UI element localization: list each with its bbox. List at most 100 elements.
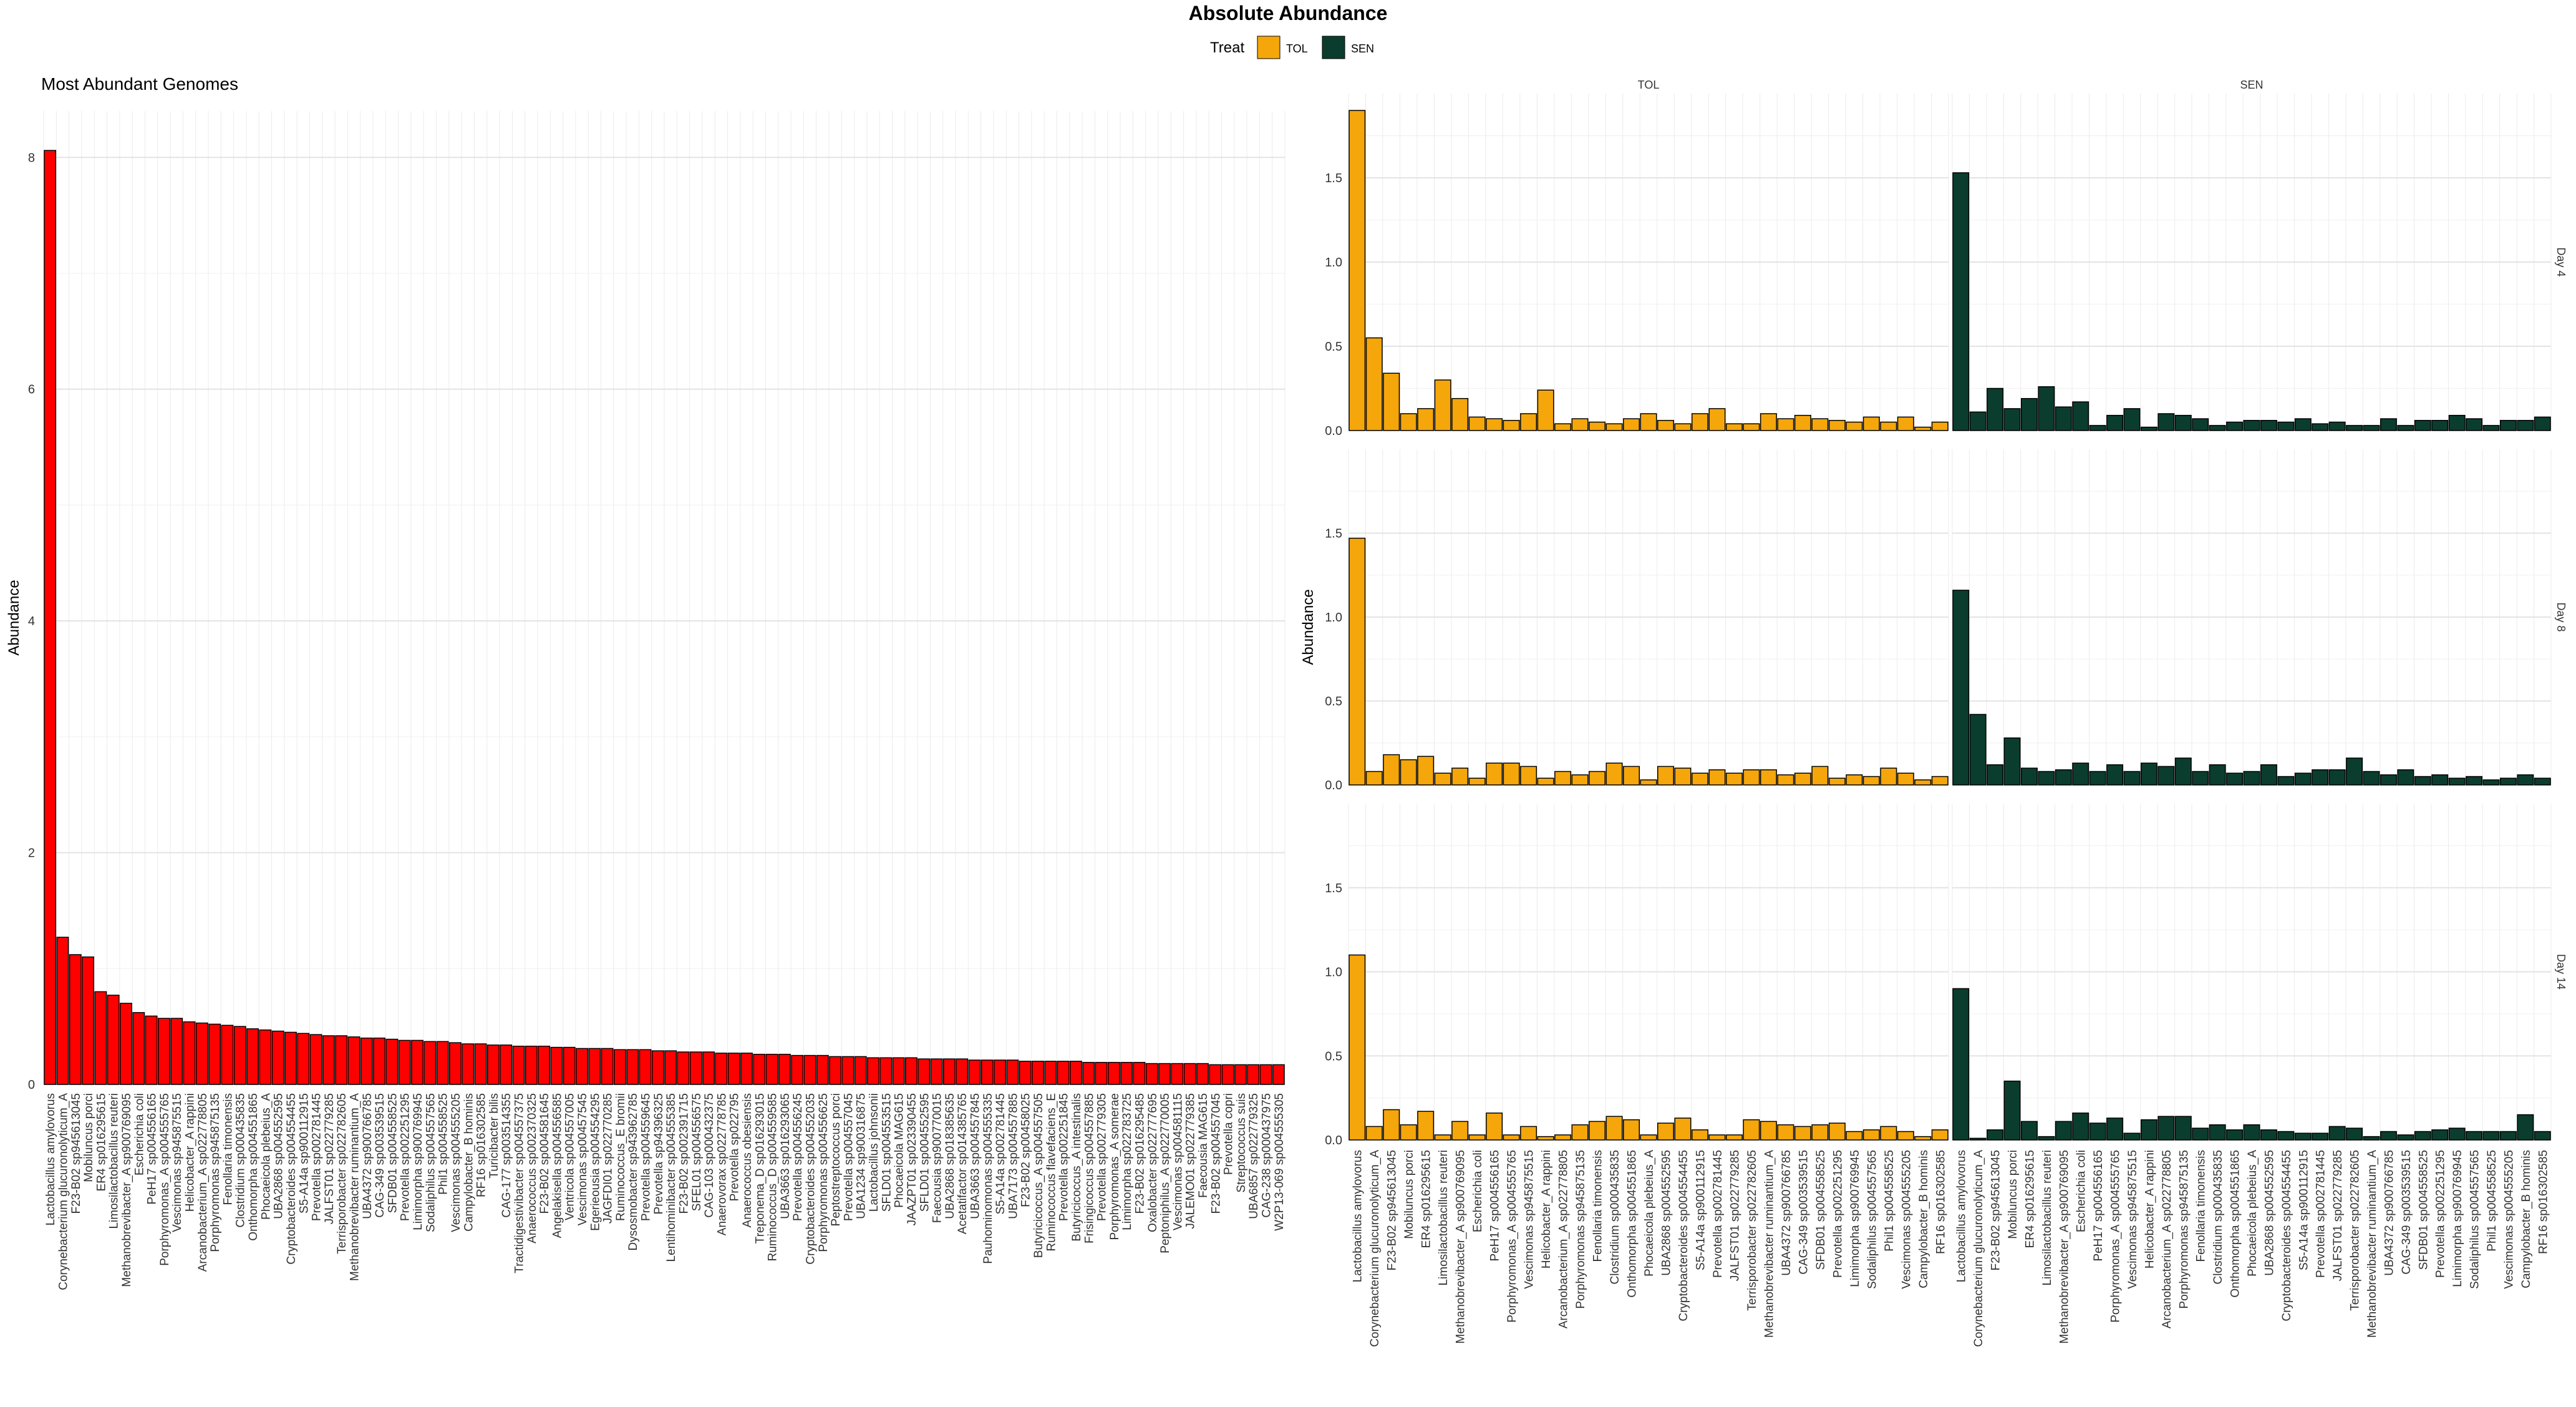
bar	[1400, 759, 1417, 786]
bar	[1537, 777, 1554, 786]
x-tick-label: Phil1 sp004558525	[437, 1093, 450, 1195]
bar	[1537, 1136, 1554, 1141]
x-tick-label: CAG-238 sp000437975	[1261, 1093, 1274, 1218]
bar	[2294, 418, 2312, 431]
bar	[2431, 774, 2449, 786]
bar	[2089, 771, 2106, 786]
bar	[2140, 426, 2157, 431]
bar	[2106, 1117, 2124, 1141]
bar	[1777, 774, 1794, 786]
bar	[525, 1045, 538, 1085]
x-tick-label: UBA2868 sp004552595	[273, 1093, 286, 1219]
bar	[2038, 386, 2055, 431]
bar	[2072, 401, 2089, 431]
bar	[753, 1053, 766, 1085]
bar	[1434, 379, 1451, 431]
bar	[500, 1044, 513, 1085]
x-tick-label: Prevotella sp004559645	[640, 1093, 653, 1221]
x-tick-label: Terrisporobacter sp022782605	[336, 1093, 349, 1254]
bar	[854, 1056, 867, 1085]
legend-key-sen	[1322, 36, 1345, 59]
bar	[1897, 1131, 1914, 1141]
bar	[563, 1046, 576, 1085]
bar	[1969, 714, 1987, 786]
x-tick-label: JALEMO01 sp022779385	[1184, 1093, 1198, 1229]
y-tick-label: 4	[28, 615, 35, 628]
x-tick-label: Methanobrevibacter ruminantium_A	[349, 1093, 362, 1281]
legend-title: Treat	[1210, 39, 1244, 56]
x-tick-label: Porphyromonas sp945875135	[209, 1093, 222, 1252]
bar	[689, 1051, 702, 1085]
bar	[956, 1058, 969, 1085]
bar	[2003, 1080, 2021, 1141]
bar	[2397, 1134, 2414, 1141]
x-tick-label: Prevotella sp004557045	[842, 1093, 855, 1221]
x-tick-label: Methanobrevibacter ruminantium_A	[2366, 1150, 2379, 1338]
bar	[1931, 776, 1949, 786]
x-tick-label: JAAZPT01 sp023390455	[906, 1093, 919, 1225]
x-tick-label: Limimorpha sp022783725	[1121, 1093, 1134, 1230]
bar	[1520, 766, 1537, 786]
bar	[1987, 764, 2004, 786]
bar	[2020, 767, 2038, 786]
bar	[2226, 421, 2244, 431]
bar	[1537, 389, 1554, 431]
y-tick-label: 1.5	[1325, 882, 1342, 895]
bar	[1725, 1134, 1743, 1141]
bar	[2020, 397, 2038, 431]
bar	[677, 1051, 690, 1085]
bar	[44, 150, 57, 1085]
facet-row-label: Day 4	[2555, 247, 2567, 276]
x-tick-label: Porphyromonas_A somerae	[1108, 1093, 1121, 1240]
bar	[309, 1034, 322, 1085]
bar	[2106, 764, 2124, 786]
bar	[487, 1044, 500, 1085]
bar	[1120, 1061, 1133, 1085]
bar	[221, 1025, 234, 1085]
bar	[145, 1015, 158, 1085]
x-tick-label: UBA3663 sp016293065	[779, 1093, 792, 1219]
x-tick-label: Ruminococcus flavefaciens_E	[1045, 1093, 1058, 1251]
bar	[2380, 418, 2397, 431]
bar	[1623, 418, 1640, 431]
x-tick-label: Mobiluncus porci	[2007, 1150, 2020, 1239]
bar	[1914, 779, 1932, 786]
bar	[2380, 1131, 2397, 1141]
bar	[1095, 1061, 1108, 1085]
bar	[1828, 420, 1846, 431]
x-tick-label: JALFST01 sp022779285	[2331, 1150, 2345, 1281]
x-tick-label: S5-A14a sp900112915	[2297, 1150, 2310, 1270]
bar	[1846, 774, 1863, 786]
bar	[1006, 1059, 1019, 1085]
y-tick-label: 0	[28, 1078, 35, 1092]
bar	[1969, 411, 1987, 431]
bar	[702, 1051, 715, 1085]
bar	[1708, 1134, 1726, 1141]
bar	[1486, 762, 1503, 786]
bar	[2363, 771, 2380, 786]
x-tick-label: Faecousia sp900770015	[931, 1093, 944, 1223]
x-tick-label: Helicobacter_A rappini	[2143, 1150, 2156, 1268]
x-tick-label: Terrisporobacter sp022782605	[2349, 1150, 2362, 1311]
bar	[601, 1048, 614, 1085]
bar	[2294, 1132, 2312, 1141]
bar	[1708, 769, 1726, 786]
bar	[1032, 1061, 1044, 1085]
bar	[2328, 769, 2346, 786]
bar	[2346, 425, 2363, 431]
bar	[347, 1036, 361, 1085]
bar	[2003, 408, 2021, 431]
bar	[2414, 420, 2431, 431]
facet-row-label: Day 8	[2555, 602, 2567, 631]
legend-key-tol	[1257, 36, 1281, 59]
x-tick-label: RF16 sp016302585	[475, 1093, 488, 1197]
x-tick-label: UBA4372 sp900766785	[361, 1093, 374, 1219]
x-tick-label: S5-A14a sp900112915	[1694, 1150, 1707, 1270]
bar	[2294, 772, 2312, 786]
y-tick-label: 0.5	[1325, 340, 1342, 354]
bar	[1486, 418, 1503, 431]
bar	[2499, 420, 2517, 431]
bar	[1554, 1134, 1572, 1141]
bar	[550, 1046, 563, 1085]
x-tick-label: Ruminococcus_D sp004559585	[767, 1093, 780, 1261]
